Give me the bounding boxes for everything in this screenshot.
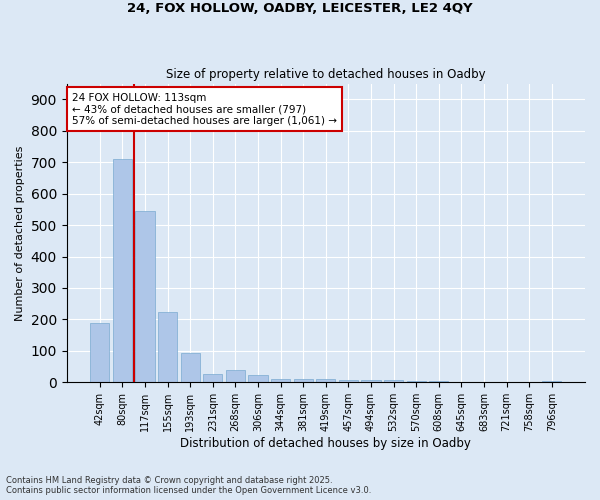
Text: 24, FOX HOLLOW, OADBY, LEICESTER, LE2 4QY: 24, FOX HOLLOW, OADBY, LEICESTER, LE2 4Q…: [127, 2, 473, 16]
Text: Contains HM Land Registry data © Crown copyright and database right 2025.
Contai: Contains HM Land Registry data © Crown c…: [6, 476, 371, 495]
Bar: [316, 379, 335, 382]
Bar: [407, 381, 426, 382]
Bar: [429, 381, 448, 382]
Text: 24 FOX HOLLOW: 113sqm
← 43% of detached houses are smaller (797)
57% of semi-det: 24 FOX HOLLOW: 113sqm ← 43% of detached …: [72, 92, 337, 126]
Bar: [248, 375, 268, 382]
Bar: [136, 211, 155, 382]
Bar: [361, 380, 380, 382]
Bar: [226, 370, 245, 382]
Title: Size of property relative to detached houses in Oadby: Size of property relative to detached ho…: [166, 68, 485, 81]
Bar: [384, 380, 403, 382]
Bar: [203, 374, 223, 382]
Bar: [90, 322, 109, 382]
Bar: [158, 312, 177, 382]
Bar: [271, 378, 290, 382]
Bar: [293, 379, 313, 382]
Bar: [339, 380, 358, 382]
Bar: [113, 159, 132, 382]
Bar: [542, 381, 562, 382]
Bar: [181, 353, 200, 382]
Y-axis label: Number of detached properties: Number of detached properties: [15, 146, 25, 320]
X-axis label: Distribution of detached houses by size in Oadby: Distribution of detached houses by size …: [181, 437, 471, 450]
